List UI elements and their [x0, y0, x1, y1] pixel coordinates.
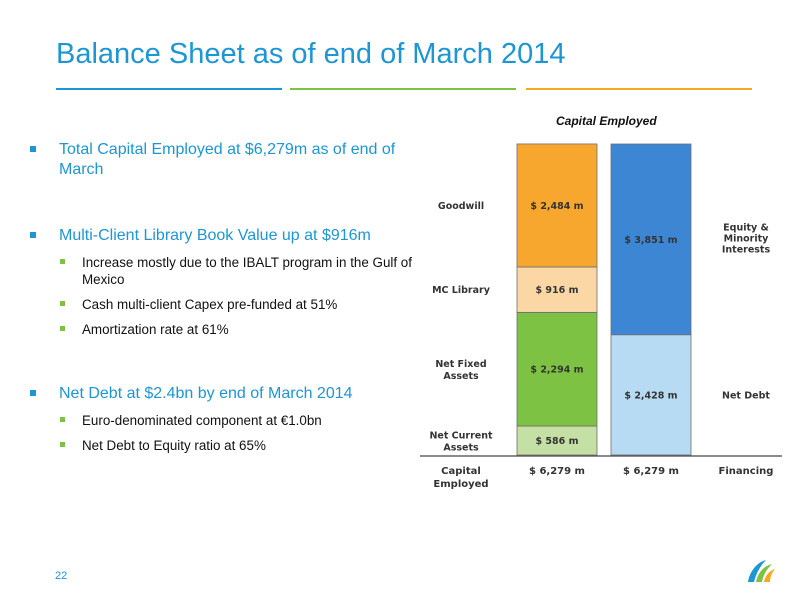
- segment-label-minority: Minority: [724, 233, 769, 244]
- bullet-list: Total Capital Employed at $6,279m as of …: [30, 140, 425, 454]
- segment-label-net-current-assets: Net Current: [429, 430, 493, 441]
- sub-bullet-text: Euro-denominated component at €1.0bn: [82, 413, 322, 428]
- chart-title: Capital Employed: [556, 114, 657, 128]
- data-label-equity-minority-interests: $ 3,851 m: [624, 235, 677, 246]
- sub-bullet-marker: [60, 326, 65, 331]
- bar-net-debt: [610, 334, 692, 456]
- sub-bullet-marker: [60, 442, 65, 447]
- bottom-label-capital: Capital: [441, 466, 481, 477]
- bar-equity-minority-interests: [610, 143, 692, 336]
- bottom-label-employed: Employed: [433, 479, 488, 490]
- segment-label-net-current-assets-2: Assets: [443, 442, 479, 453]
- data-label-net-current-assets: $ 586 m: [536, 436, 579, 447]
- page-number: 22: [55, 570, 68, 582]
- total-label-financing: $ 6,279 m: [623, 466, 679, 477]
- bullet-marker: [30, 232, 36, 238]
- sub-bullet: Cash multi-client Capex pre-funded at 51…: [30, 296, 425, 313]
- sub-bullet-marker: [60, 259, 65, 264]
- bullet-net-debt: Net Debt at $2.4bn by end of March 2014: [30, 384, 425, 404]
- title-rule-blue: [56, 88, 282, 90]
- data-label-mc-library: $ 916 m: [536, 285, 579, 296]
- segment-label-interests: Interests: [722, 244, 771, 255]
- title-rule-green: [290, 88, 516, 90]
- sub-bullet: Net Debt to Equity ratio at 65%: [30, 437, 425, 454]
- sub-bullet-marker: [60, 417, 65, 422]
- bar-net-fixed-assets: [516, 311, 598, 427]
- segment-label-net-fixed-assets-2: Assets: [443, 371, 479, 382]
- slide-title: Balance Sheet as of end of March 2014: [56, 38, 566, 70]
- bullet-text: Net Debt at $2.4bn by end of March 2014: [59, 385, 353, 402]
- sub-bullet-text: Cash multi-client Capex pre-funded at 51…: [82, 297, 338, 312]
- bullet-marker: [30, 390, 36, 396]
- title-rule-orange: [526, 88, 752, 90]
- bullet-capital-employed: Total Capital Employed at $6,279m as of …: [30, 140, 425, 180]
- sub-bullet-text: Net Debt to Equity ratio at 65%: [82, 438, 266, 453]
- segment-label-mc-library: MC Library: [432, 285, 491, 296]
- bullet-text: Multi-Client Library Book Value up at $9…: [59, 227, 371, 244]
- total-label-capital-employed: $ 6,279 m: [529, 466, 585, 477]
- segment-label-equity: Equity &: [723, 222, 769, 233]
- bar-mc-library: [516, 266, 598, 313]
- bottom-label-financing: Financing: [719, 466, 774, 477]
- bullet-text: Total Capital Employed at $6,279m as of …: [59, 141, 396, 178]
- sub-bullet-text: Increase mostly due to the IBALT program…: [82, 255, 412, 287]
- company-logo-icon: [748, 560, 775, 582]
- data-label-net-debt: $ 2,428 m: [624, 390, 677, 401]
- segment-label-goodwill: Goodwill: [438, 201, 484, 212]
- sub-bullet: Amortization rate at 61%: [30, 321, 425, 338]
- data-label-goodwill: $ 2,484 m: [530, 201, 583, 212]
- sub-bullet-marker: [60, 301, 65, 306]
- sub-bullet: Increase mostly due to the IBALT program…: [30, 254, 425, 288]
- segment-label-net-fixed-assets: Net Fixed: [435, 359, 486, 370]
- bar-goodwill: [516, 143, 598, 268]
- sub-bullet: Euro-denominated component at €1.0bn: [30, 412, 425, 429]
- sub-bullet-text: Amortization rate at 61%: [82, 322, 229, 337]
- bullet-marker: [30, 146, 36, 152]
- data-label-net-fixed-assets: $ 2,294 m: [530, 365, 583, 376]
- segment-label-net-debt: Net Debt: [722, 390, 770, 401]
- bullet-mc-library: Multi-Client Library Book Value up at $9…: [30, 226, 425, 246]
